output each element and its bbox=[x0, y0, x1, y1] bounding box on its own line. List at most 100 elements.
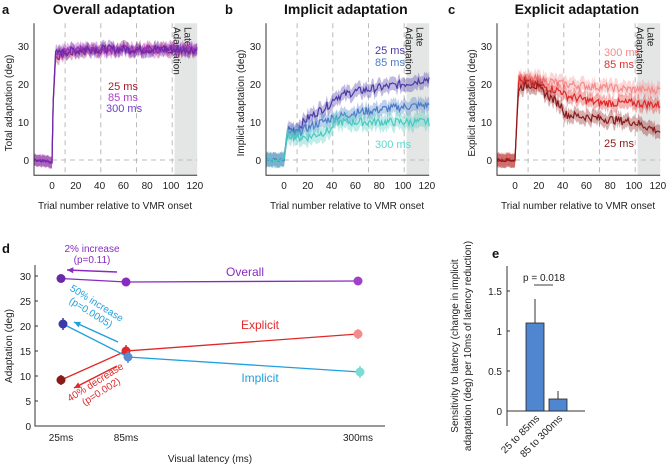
x-tick-label: 120 bbox=[649, 181, 666, 192]
y-tick-label: 20 bbox=[481, 80, 493, 91]
series-label: Explicit bbox=[241, 318, 280, 332]
late-label-line: Late bbox=[413, 27, 424, 47]
x-tick-label: 0 bbox=[49, 181, 55, 192]
x-tick-label: 40 bbox=[557, 181, 569, 192]
data-point-implicit bbox=[58, 319, 68, 329]
x-tick-label: 100 bbox=[626, 181, 643, 192]
legend-label: 300 ms bbox=[604, 47, 641, 59]
late-adaptation-region bbox=[637, 23, 661, 176]
legend-label: 25 ms bbox=[108, 81, 138, 93]
error-band-300-ms bbox=[266, 110, 430, 169]
error-band-25-ms bbox=[497, 75, 661, 169]
x-axis-label: Trial number relative to VMR onset bbox=[501, 201, 655, 212]
chart-title: Implicit adaptation bbox=[284, 1, 408, 17]
y-tick-label: 10 bbox=[20, 372, 32, 383]
x-tick-label: 0 bbox=[512, 181, 518, 192]
axes bbox=[265, 23, 430, 176]
y-tick-label: 10 bbox=[481, 118, 493, 129]
panel-label-e: e bbox=[492, 246, 499, 261]
x-tick-label: 80 bbox=[374, 181, 386, 192]
annotation: 2% increase (p=0.11) bbox=[64, 244, 119, 266]
y-tick-label: 0 bbox=[255, 156, 261, 167]
y-tick-label: 15 bbox=[20, 347, 32, 358]
series-line-implicit bbox=[62, 323, 361, 373]
x-tick-label: 120 bbox=[186, 181, 203, 192]
chart-title: Explicit adaptation bbox=[515, 1, 639, 17]
x-tick-label: 80 bbox=[605, 181, 617, 192]
bar-0 bbox=[525, 322, 545, 412]
y-tick-label: 0 bbox=[496, 407, 502, 418]
legend-label: 85 ms bbox=[375, 57, 405, 69]
series-line-25-ms bbox=[265, 76, 430, 163]
annotation-line: (p=0.11) bbox=[74, 255, 111, 266]
legend-label: 300 ms bbox=[375, 139, 412, 151]
x-tick-label: 60 bbox=[118, 181, 130, 192]
legend-label: 25 ms bbox=[604, 138, 634, 150]
y-axis-label: Implicit adaptation (deg) bbox=[236, 50, 247, 157]
y-axis-label: Sensitivity to latency (change in implic… bbox=[450, 241, 474, 451]
late-label-line: Adaptation bbox=[402, 27, 413, 75]
x-tick-label: 20 bbox=[302, 181, 314, 192]
error-band-85-ms bbox=[497, 70, 661, 169]
arrowhead-icon bbox=[74, 321, 81, 328]
x-tick-label: 85ms bbox=[114, 433, 138, 444]
arrow-line bbox=[73, 365, 118, 389]
y-tick-label: 30 bbox=[20, 272, 32, 283]
y-tick-label: 0 bbox=[486, 156, 492, 167]
x-tick-label: 80 bbox=[142, 181, 154, 192]
x-tick-label: 0 bbox=[281, 181, 287, 192]
late-adaptation-label: LateAdaptation bbox=[402, 27, 424, 75]
legend-label: 25 ms bbox=[375, 45, 405, 57]
late-adaptation-label: LateAdaptation bbox=[633, 27, 655, 75]
series-line-300-ms bbox=[265, 116, 430, 162]
y-axis-label-line: adaptation (deg) per 10ms of latency red… bbox=[463, 241, 474, 451]
y-axis-label: Adaptation (deg) bbox=[4, 309, 15, 383]
y-tick-label: 10 bbox=[18, 118, 30, 129]
arrowhead-icon bbox=[67, 267, 74, 274]
late-adaptation-region bbox=[174, 23, 198, 176]
y-tick-label: 1 bbox=[496, 327, 502, 338]
y-tick-label: 30 bbox=[481, 42, 493, 53]
series-line-overall bbox=[60, 277, 359, 283]
data-point-overall bbox=[56, 274, 66, 283]
legend-label: 85 ms bbox=[108, 92, 138, 104]
series-label: Overall bbox=[226, 265, 264, 279]
annotation: 50% increase(p=0.0005) bbox=[62, 283, 125, 334]
x-tick-label: 20 bbox=[70, 181, 82, 192]
chart-title: Overall adaptation bbox=[53, 1, 175, 17]
y-tick-label: 25 bbox=[20, 297, 32, 308]
x-tick-label: 60 bbox=[581, 181, 593, 192]
x-axis-label: Visual latency (ms) bbox=[168, 454, 252, 465]
data-point-implicit bbox=[123, 352, 133, 362]
error-band-300-ms bbox=[497, 67, 661, 169]
significance-label: p = 0.018 bbox=[523, 273, 565, 284]
y-tick-label: 20 bbox=[20, 322, 32, 333]
data-point-implicit bbox=[355, 367, 365, 377]
x-tick-label: 20 bbox=[533, 181, 545, 192]
y-tick-label: 20 bbox=[250, 80, 262, 91]
x-tick-label: 40 bbox=[326, 181, 338, 192]
data-point-overall bbox=[353, 276, 363, 286]
late-label-line: Adaptation bbox=[633, 27, 644, 75]
series-line-300-ms bbox=[33, 43, 198, 164]
axes bbox=[33, 23, 198, 176]
panel-label-b: b bbox=[225, 2, 233, 17]
late-label-line: Late bbox=[181, 27, 192, 47]
y-tick-label: 30 bbox=[18, 42, 30, 53]
x-tick-label: 300ms bbox=[343, 433, 373, 444]
panel-d: 0 5 10 15 20 25 30 25ms 85ms 300ms Visual latency … bbox=[4, 244, 385, 465]
y-tick-label: 1.5 bbox=[488, 287, 502, 298]
arrowhead-icon bbox=[74, 382, 81, 388]
series-label: Implicit bbox=[241, 371, 279, 385]
y-tick-label: 5 bbox=[25, 397, 31, 408]
error-band-85-ms bbox=[34, 39, 198, 169]
bar-1 bbox=[548, 398, 568, 412]
error-band-300-ms bbox=[34, 39, 198, 169]
y-tick-label: 0.5 bbox=[488, 367, 502, 378]
panel-label-d: d bbox=[2, 241, 10, 256]
axes bbox=[496, 23, 661, 176]
x-tick-label: 60 bbox=[350, 181, 362, 192]
